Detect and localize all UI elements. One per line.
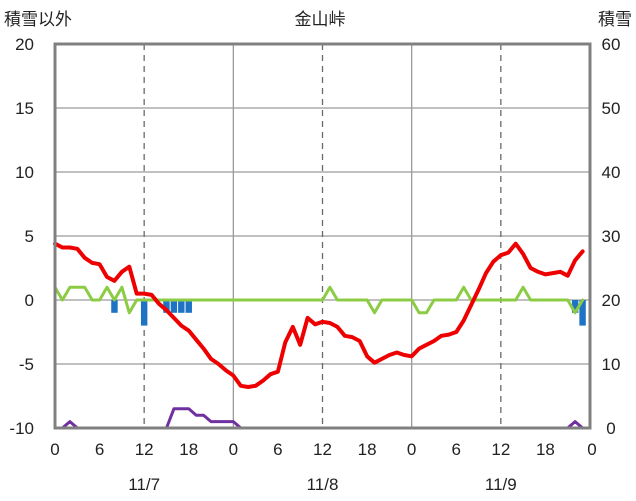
left-tick-label: 5 xyxy=(25,227,34,246)
x-tick-label: 18 xyxy=(179,440,198,459)
right-tick-label: 20 xyxy=(602,291,621,310)
bar-70 xyxy=(571,300,579,313)
x-tick-label: 0 xyxy=(407,440,416,459)
x-tick-label: 12 xyxy=(313,440,332,459)
x-tick-label: 0 xyxy=(229,440,238,459)
left-tick-label: -10 xyxy=(9,419,34,438)
right-tick-label: 40 xyxy=(602,163,621,182)
right-axis-label: 積雪 xyxy=(598,10,632,30)
right-tick-label: 60 xyxy=(602,35,621,54)
date-label: 11/7 xyxy=(128,475,160,494)
frame-layer xyxy=(53,42,592,430)
left-tick-label: 10 xyxy=(15,163,34,182)
right-tick-label: 10 xyxy=(602,355,621,374)
bar-16 xyxy=(170,300,178,313)
series-line-3 xyxy=(53,407,585,430)
right-tick-label: 30 xyxy=(602,227,621,246)
x-tick-label: 12 xyxy=(135,440,154,459)
left-tick-label: 0 xyxy=(25,291,34,310)
x-tick-label: 0 xyxy=(50,440,59,459)
left-tick-label: 20 xyxy=(15,35,34,54)
x-tick-label: 0 xyxy=(587,440,596,459)
bar-15 xyxy=(163,300,170,313)
data-layer xyxy=(53,241,586,430)
x-tick-label: 6 xyxy=(452,440,461,459)
bar-12 xyxy=(140,300,148,326)
chart-title: 金山峠 xyxy=(295,10,346,30)
series-line-0 xyxy=(53,241,585,389)
left-tick-label: 15 xyxy=(15,99,34,118)
left-axis-label: 積雪以外 xyxy=(4,10,72,30)
x-tick-label: 6 xyxy=(95,440,104,459)
bar-8 xyxy=(111,300,118,313)
x-tick-label: 18 xyxy=(536,440,555,459)
right-tick-label: 50 xyxy=(602,99,621,118)
bar-18 xyxy=(185,300,192,313)
x-tick-label: 6 xyxy=(273,440,282,459)
bar-71 xyxy=(579,300,586,326)
date-label: 11/9 xyxy=(485,475,517,494)
date-label: 11/8 xyxy=(307,475,339,494)
series-line-1 xyxy=(53,285,585,315)
x-tick-label: 18 xyxy=(358,440,377,459)
left-tick-label: -5 xyxy=(19,355,34,374)
x-tick-label: 12 xyxy=(491,440,510,459)
grid-layer xyxy=(55,44,590,428)
bar-17 xyxy=(178,300,185,313)
right-tick-label: 0 xyxy=(606,419,615,438)
plot-frame xyxy=(53,42,592,430)
